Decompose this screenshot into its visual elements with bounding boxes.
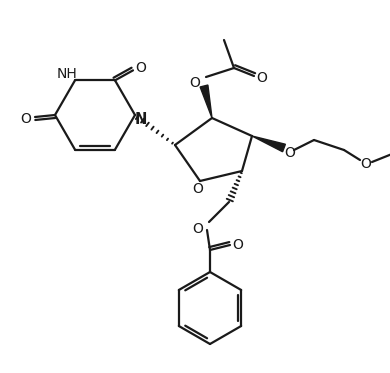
Polygon shape [200,85,212,118]
Text: O: O [21,112,32,126]
Text: O: O [193,222,204,236]
Polygon shape [252,136,285,152]
Text: O: O [361,157,371,171]
Text: O: O [136,62,146,75]
Text: O: O [232,238,243,252]
Text: O: O [193,182,204,196]
Text: N: N [135,112,147,126]
Text: O: O [257,71,268,85]
Text: NH: NH [57,68,77,81]
Text: O: O [285,146,296,160]
Text: O: O [190,76,200,90]
